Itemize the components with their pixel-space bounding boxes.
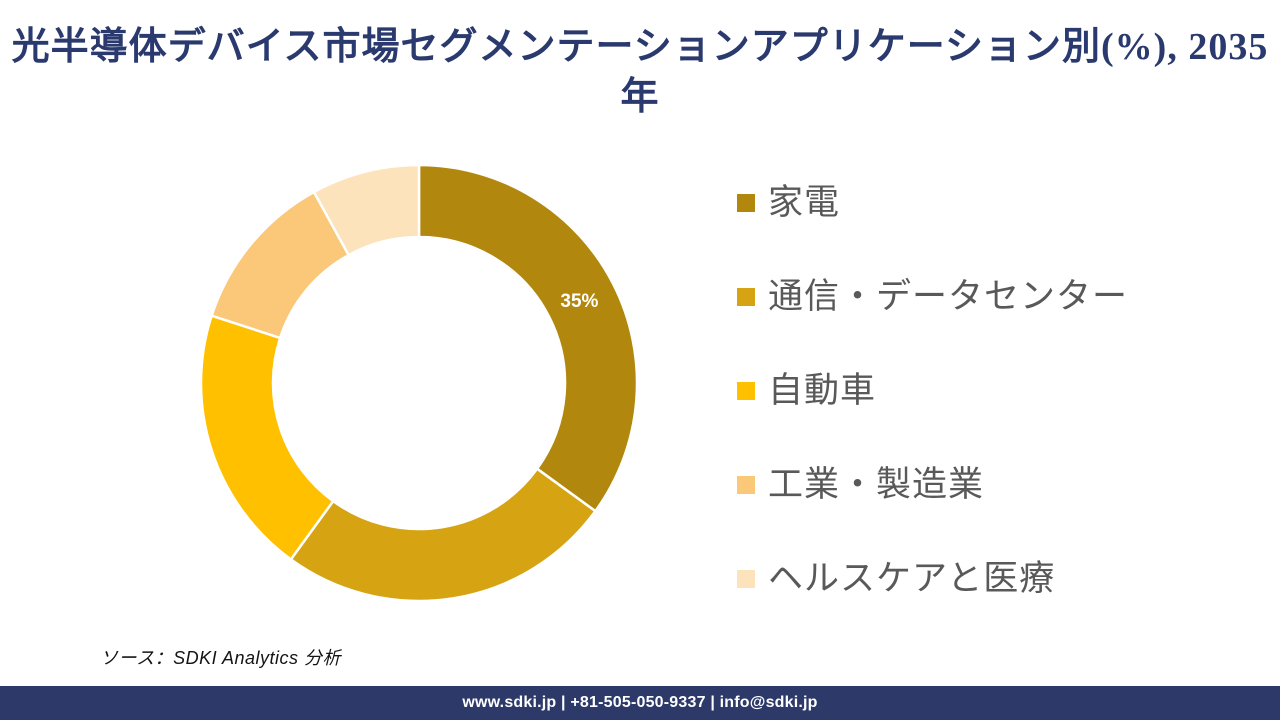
legend-label: 自動車 [768,371,877,410]
donut-segment-1 [289,467,597,603]
donut-data-label-0: 35% [560,291,598,312]
legend-item-4: ヘルスケアと医療 [737,559,1128,599]
donut-segment-4 [312,163,421,257]
chart-title-line-1: 光半導体デバイス市場セグメンテーションアプリケーション別(%), 2035 [11,26,1269,68]
footer-contact-text: www.sdki.jp | +81-505-050-9337 | info@sd… [462,694,818,711]
legend-item-1: 通信・データセンター [737,277,1128,317]
legend-swatch-icon [737,382,755,400]
legend-label: 通信・データセンター [768,277,1129,316]
legend-label: 家電 [768,183,841,222]
legend-label: ヘルスケアと医療 [768,559,1056,598]
legend-item-3: 工業・製造業 [737,465,1128,505]
donut-segment-2 [199,314,335,561]
chart-title: 光半導体デバイス市場セグメンテーションアプリケーション別(%), 2035 年 [0,22,1280,122]
legend-label: 工業・製造業 [768,465,985,504]
legend-swatch-icon [737,570,755,588]
chart-title-line-2: 年 [620,76,660,118]
donut-segment-0 [417,163,639,513]
legend-swatch-icon [737,288,755,306]
chart-legend: 家電通信・データセンター 自動車工業・製造業ヘルスケアと医療 [737,183,1128,599]
legend-swatch-icon [737,476,755,494]
source-note: ソース：SDKI Analytics 分析 [100,648,341,668]
legend-item-0: 家電 [737,183,1128,223]
footer-bar: www.sdki.jp | +81-505-050-9337 | info@sd… [0,686,1280,720]
legend-item-2: 自動車 [737,371,1128,411]
legend-swatch-icon [737,194,755,212]
